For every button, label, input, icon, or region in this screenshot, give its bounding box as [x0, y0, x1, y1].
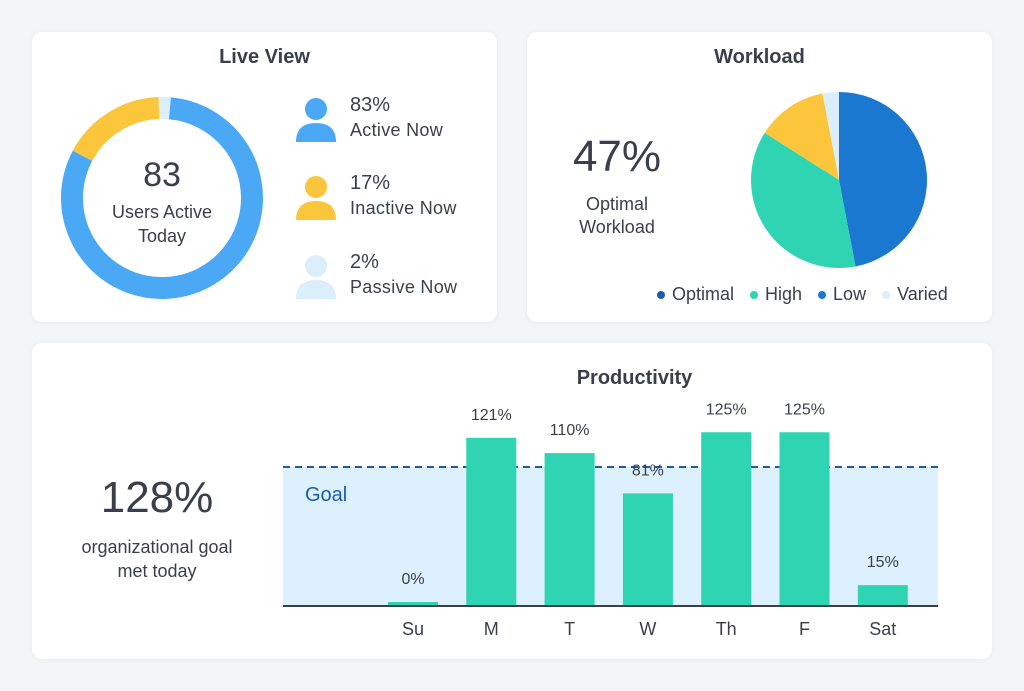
- bar-sat: [857, 585, 908, 606]
- stat-passive-label: Passive Now: [350, 277, 458, 297]
- user-icon: [296, 176, 336, 220]
- stat-inactive: 17% Inactive Now: [294, 172, 494, 232]
- goal-label: Goal: [305, 484, 347, 506]
- productivity-label-line1: organizational goal: [81, 537, 233, 557]
- users-active-label-line1: Users Active: [111, 202, 213, 222]
- stat-inactive-percent: 17%: [350, 172, 391, 194]
- x-tick-label: M: [484, 619, 499, 639]
- bar-th: [701, 432, 752, 606]
- bar-value-label: 125%: [706, 401, 747, 418]
- workload-card: Workload 47% Optimal Workload Optimal Hig…: [527, 32, 992, 322]
- workload-legend: Optimal High Low Varied: [657, 284, 948, 305]
- legend-label: Varied: [897, 284, 948, 304]
- bar-f: [779, 432, 830, 606]
- legend-label: Low: [833, 284, 867, 304]
- x-tick-label: T: [564, 619, 575, 639]
- pie-slice-high: [751, 132, 856, 268]
- donut-segment-active-now: [61, 97, 263, 299]
- bar-value-label: 110%: [550, 422, 590, 439]
- bar-t: [544, 453, 595, 606]
- goal-region: [283, 467, 938, 606]
- workload-pie-chart: [751, 92, 928, 268]
- legend-label: High: [765, 284, 803, 304]
- stat-active-label: Active Now: [350, 120, 444, 140]
- stat-inactive-label: Inactive Now: [350, 198, 457, 218]
- legend-item-low: Low: [818, 284, 866, 305]
- x-tick-label: Th: [716, 619, 737, 639]
- productivity-card: Productivity 128% organizational goal me…: [32, 343, 992, 659]
- legend-dot-icon: [818, 290, 827, 299]
- x-tick-label: Su: [402, 619, 424, 639]
- workload-title: Workload: [714, 46, 805, 68]
- stat-active-percent: 83%: [350, 94, 391, 116]
- users-active-label-line2: Today: [137, 226, 187, 246]
- legend-dot-icon: [750, 290, 759, 299]
- bar-value-label: 0%: [401, 571, 424, 588]
- x-tick-label: Sat: [869, 619, 896, 639]
- live-view-card: Live View 83 Users Active Today 83% Acti…: [32, 32, 497, 322]
- users-active-count: 83: [143, 156, 181, 194]
- bar-su: [388, 602, 438, 606]
- pie-slice-low: [764, 93, 839, 180]
- workload-percent: 47%: [572, 132, 662, 181]
- pie-slice-optimal: [839, 92, 928, 267]
- stat-passive: 2% Passive Now: [294, 251, 494, 311]
- user-icon: [296, 255, 336, 299]
- bar-value-label: 81%: [632, 462, 664, 479]
- live-view-title: Live View: [219, 46, 310, 68]
- bar-w: [622, 493, 673, 606]
- productivity-percent: 128%: [100, 473, 214, 522]
- bar-value-label: 125%: [784, 401, 825, 418]
- x-tick-label: W: [639, 619, 656, 639]
- legend-item-optimal: Optimal: [657, 284, 734, 305]
- legend-dot-icon: [882, 290, 891, 299]
- donut-segment-inactive-now: [72, 97, 160, 162]
- productivity-label-line2: met today: [117, 561, 197, 581]
- user-icon: [296, 98, 336, 142]
- workload-label-line1: Optimal: [585, 194, 648, 214]
- legend-label: Optimal: [672, 284, 735, 304]
- stat-passive-percent: 2%: [350, 251, 379, 273]
- productivity-bar-chart: Goal 0% Su 121% M 110% T 81% W 125% Th 125% F 15% Sat: [283, 401, 938, 639]
- pie-slice-varied: [822, 92, 839, 180]
- x-tick-label: F: [799, 619, 810, 639]
- bar-value-label: 15%: [867, 554, 899, 571]
- bar-value-label: 121%: [471, 407, 512, 424]
- legend-item-varied: Varied: [882, 284, 948, 305]
- bar-m: [466, 437, 517, 606]
- workload-label-line2: Workload: [579, 217, 655, 237]
- productivity-title: Productivity: [576, 367, 693, 389]
- stat-active: 83% Active Now: [294, 94, 494, 154]
- legend-item-high: High: [750, 284, 802, 305]
- live-view-donut-chart: [61, 97, 263, 299]
- legend-dot-icon: [657, 290, 665, 299]
